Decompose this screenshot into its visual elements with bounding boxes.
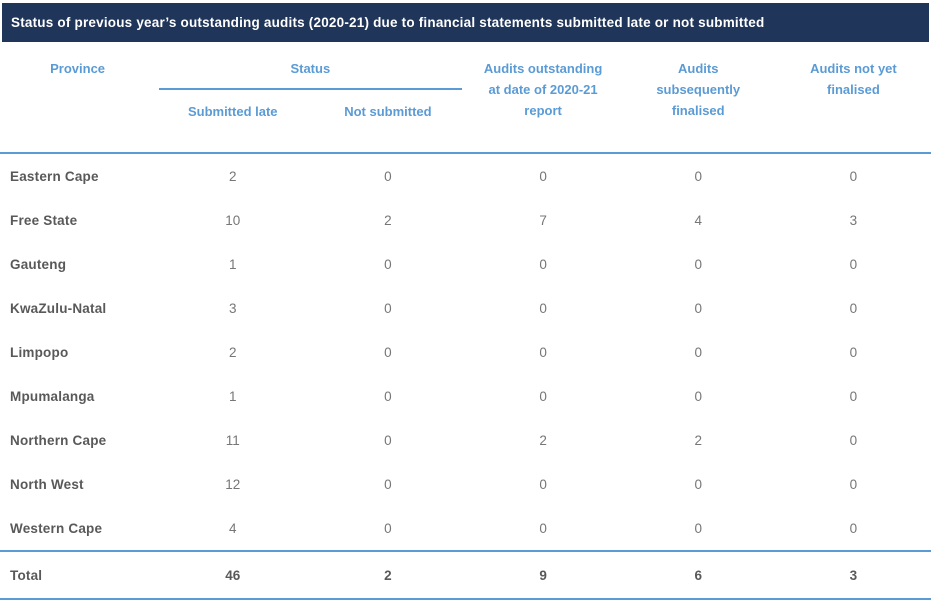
outstanding-cell: 0: [539, 476, 547, 492]
submitted-late-cell: 4: [228, 520, 237, 536]
total-label: Total: [10, 567, 43, 583]
table-row: Western Cape 4 0 0 0 0: [0, 506, 931, 550]
not-submitted-cell: 0: [384, 432, 392, 448]
outstanding-cell: 0: [539, 256, 547, 272]
not-submitted-cell: 0: [384, 520, 392, 536]
audit-status-table: Status of previous year’s outstanding au…: [0, 3, 931, 600]
not-yet-finalised-cell: 0: [849, 256, 858, 272]
not-yet-finalised-cell: 0: [849, 476, 858, 492]
not-yet-finalised-cell: 0: [849, 432, 858, 448]
column-header-submitted-late: Submitted late: [187, 104, 278, 119]
not-submitted-cell: 0: [384, 300, 392, 316]
not-submitted-cell: 0: [384, 344, 392, 360]
status-group-label: Status: [290, 61, 331, 76]
not-yet-finalised-cell: 0: [849, 388, 858, 404]
province-cell: KwaZulu-Natal: [10, 300, 107, 316]
column-header-outstanding: Audits outstanding at date of 2020-21 re…: [483, 61, 603, 118]
table-body: Eastern Cape 2 0 0 0 0 Free State 10 2 7…: [0, 154, 931, 550]
column-header-province: Province: [50, 61, 106, 76]
not-submitted-cell: 0: [384, 388, 392, 404]
submitted-late-cell: 1: [228, 256, 237, 272]
subsequently-finalised-cell: 0: [694, 476, 702, 492]
table-row: Mpumalanga 1 0 0 0 0: [0, 374, 931, 418]
not-submitted-cell: 0: [384, 476, 392, 492]
status-group-underline: [159, 88, 462, 90]
province-cell: Western Cape: [10, 520, 103, 536]
submitted-late-cell: 10: [225, 212, 241, 228]
table-row: KwaZulu-Natal 3 0 0 0 0: [0, 286, 931, 330]
table-title: Status of previous year’s outstanding au…: [11, 15, 765, 30]
submitted-late-cell: 2: [228, 344, 237, 360]
province-cell: Mpumalanga: [10, 388, 95, 404]
status-subheaders: Submitted late Not submitted: [155, 101, 465, 122]
province-cell: Limpopo: [10, 344, 69, 360]
province-cell: North West: [10, 476, 84, 492]
submitted-late-cell: 3: [228, 300, 237, 316]
not-yet-finalised-cell: 0: [849, 520, 858, 536]
submitted-late-cell: 11: [225, 432, 240, 448]
subsequently-finalised-cell: 0: [694, 520, 702, 536]
not-submitted-cell: 2: [384, 212, 392, 228]
outstanding-cell: 0: [539, 168, 547, 184]
subsequently-finalised-cell: 0: [694, 344, 702, 360]
submitted-late-cell: 1: [228, 388, 237, 404]
table-row: North West 12 0 0 0 0: [0, 462, 931, 506]
total-row: Total 46 2 9 6 3: [0, 550, 931, 600]
total-outstanding: 9: [539, 567, 547, 583]
outstanding-cell: 0: [539, 300, 547, 316]
column-header-not-submitted: Not submitted: [344, 104, 432, 119]
submitted-late-cell: 12: [225, 476, 241, 492]
column-header-not-yet-finalised: Audits not yet finalised: [810, 61, 897, 97]
table-title-bar: Status of previous year’s outstanding au…: [2, 3, 929, 42]
total-not-submitted: 2: [384, 567, 392, 583]
not-submitted-cell: 0: [384, 168, 392, 184]
table-header: Province Status Submitted late Not submi…: [0, 42, 931, 154]
total-submitted-late: 46: [225, 567, 241, 583]
not-yet-finalised-cell: 3: [849, 212, 858, 228]
province-cell: Gauteng: [10, 256, 67, 272]
table-row: Limpopo 2 0 0 0 0: [0, 330, 931, 374]
total-not-yet-finalised: 3: [849, 567, 858, 583]
table-row: Free State 10 2 7 4 3: [0, 198, 931, 242]
subsequently-finalised-cell: 4: [694, 212, 702, 228]
outstanding-cell: 7: [539, 212, 547, 228]
outstanding-cell: 2: [539, 432, 547, 448]
outstanding-cell: 0: [539, 520, 547, 536]
province-cell: Free State: [10, 212, 78, 228]
subsequently-finalised-cell: 0: [694, 168, 702, 184]
not-yet-finalised-cell: 0: [849, 300, 858, 316]
column-header-status-group: Status Submitted late Not submitted: [155, 56, 465, 152]
subsequently-finalised-cell: 2: [694, 432, 702, 448]
province-cell: Eastern Cape: [10, 168, 99, 184]
total-subsequently-finalised: 6: [694, 567, 702, 583]
not-submitted-cell: 0: [384, 256, 392, 272]
submitted-late-cell: 2: [228, 168, 237, 184]
not-yet-finalised-cell: 0: [849, 344, 858, 360]
not-yet-finalised-cell: 0: [849, 168, 858, 184]
outstanding-cell: 0: [539, 388, 547, 404]
subsequently-finalised-cell: 0: [694, 300, 702, 316]
outstanding-cell: 0: [539, 344, 547, 360]
subsequently-finalised-cell: 0: [694, 256, 702, 272]
table-row: Eastern Cape 2 0 0 0 0: [0, 154, 931, 198]
subsequently-finalised-cell: 0: [694, 388, 702, 404]
table-row: Northern Cape 11 0 2 2 0: [0, 418, 931, 462]
table-row: Gauteng 1 0 0 0 0: [0, 242, 931, 286]
column-header-subsequently-finalised: Audits subsequently finalised: [656, 61, 741, 118]
province-cell: Northern Cape: [10, 432, 107, 448]
